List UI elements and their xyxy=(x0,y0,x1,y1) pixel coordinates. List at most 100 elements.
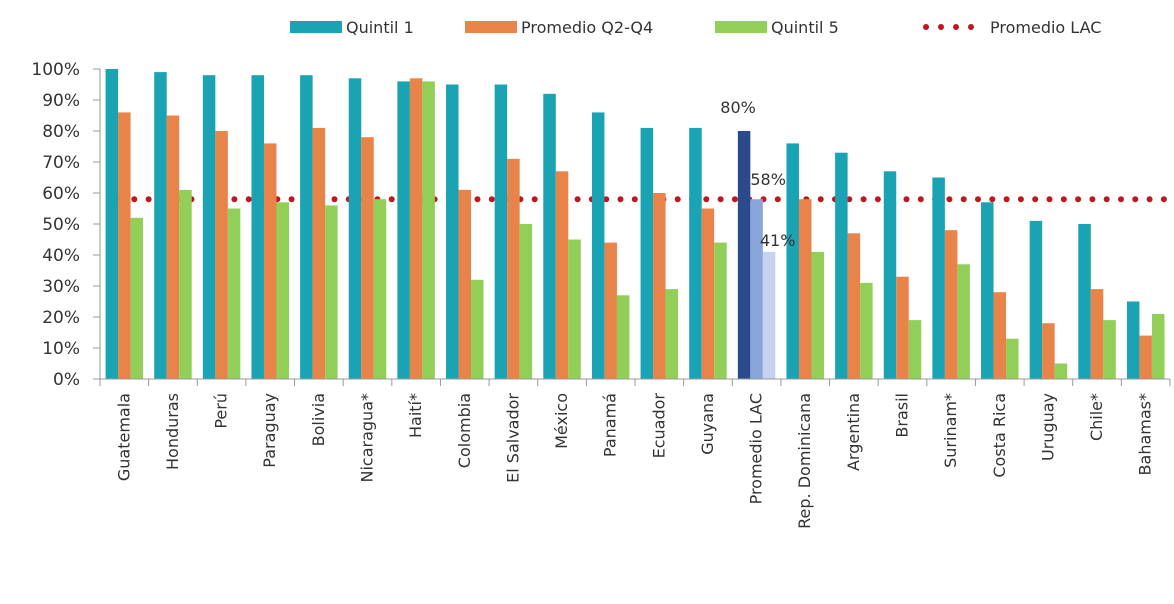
legend-dot xyxy=(968,24,974,30)
bar xyxy=(494,84,508,379)
bar xyxy=(300,75,313,379)
reference-dot xyxy=(874,196,881,203)
data-label: 58% xyxy=(750,170,786,189)
bar xyxy=(944,230,958,379)
reference-dot xyxy=(531,196,538,203)
legend-dot xyxy=(923,24,929,30)
reference-dot xyxy=(603,196,610,203)
bar xyxy=(1103,320,1116,379)
bar xyxy=(604,242,617,379)
bar xyxy=(263,143,277,379)
reference-dot xyxy=(1160,196,1167,203)
reference-dot xyxy=(774,196,781,203)
bar xyxy=(835,152,848,379)
reference-dot xyxy=(474,196,481,203)
reference-dot xyxy=(131,196,138,203)
reference-dot xyxy=(917,196,924,203)
y-tick-label: 80% xyxy=(42,122,80,142)
bar xyxy=(543,93,556,380)
category-label: Brasil xyxy=(893,393,912,438)
legend-label: Promedio LAC xyxy=(990,18,1101,37)
reference-dot xyxy=(288,196,295,203)
reference-dot xyxy=(631,196,638,203)
bar xyxy=(1029,220,1043,379)
reference-dot xyxy=(617,196,624,203)
y-tick-label: 50% xyxy=(42,215,80,235)
bar xyxy=(422,81,435,380)
reference-dot xyxy=(860,196,867,203)
reference-dot xyxy=(488,196,495,203)
bar xyxy=(689,127,702,380)
bar xyxy=(568,239,581,379)
category-label: Costa Rica xyxy=(990,393,1009,478)
legend-swatch xyxy=(465,21,517,33)
category-label: Guyana xyxy=(698,393,717,455)
category-label: Nicaragua* xyxy=(358,393,377,483)
legend-item: Quintil 1 xyxy=(290,18,414,37)
legend: Quintil 1 Promedio Q2-Q4 Quintil 5 Promedio… xyxy=(290,18,1101,37)
bar xyxy=(1126,301,1140,379)
bar xyxy=(798,199,812,379)
y-tick-label: 10% xyxy=(42,339,80,359)
legend-item: Promedio LAC xyxy=(923,18,1101,37)
reference-dot xyxy=(703,196,710,203)
bar xyxy=(640,127,654,380)
bar xyxy=(215,131,228,379)
data-label: 41% xyxy=(760,231,796,250)
category-label: Bahamas* xyxy=(1136,393,1155,475)
bars xyxy=(105,69,1165,380)
bar xyxy=(653,193,666,379)
reference-dot xyxy=(1032,196,1039,203)
y-tick-label: 30% xyxy=(42,277,80,297)
bar xyxy=(555,171,569,379)
y-tick-label: 60% xyxy=(42,184,80,204)
category-label: Uruguay xyxy=(1038,393,1057,461)
category-label: Paraguay xyxy=(260,393,279,468)
bar xyxy=(446,84,459,379)
legend-swatch xyxy=(290,21,342,33)
bar xyxy=(166,115,180,379)
bar xyxy=(1151,313,1165,379)
y-tick-label: 20% xyxy=(42,308,80,328)
legend-swatch xyxy=(715,21,767,33)
bar xyxy=(130,217,144,379)
data-labels: 80% 58% 41% xyxy=(720,98,795,250)
bar xyxy=(325,205,338,379)
reference-dot xyxy=(245,196,252,203)
reference-dot xyxy=(145,196,152,203)
bar xyxy=(154,72,167,379)
reference-dot xyxy=(1118,196,1124,203)
bar xyxy=(348,78,362,380)
bar xyxy=(665,289,679,379)
reference-dot xyxy=(1060,196,1067,203)
bar xyxy=(471,279,484,379)
reference-dot xyxy=(731,196,738,203)
reference-dot xyxy=(388,196,395,203)
bar xyxy=(105,69,119,379)
y-axis: 0% 10% 20% 30% 40% 50% 60% 70% 80% 90% 100% xyxy=(31,60,101,390)
bar xyxy=(701,208,715,379)
legend-label: Quintil 5 xyxy=(771,18,839,37)
bar xyxy=(860,282,873,379)
category-label: Colombia xyxy=(455,393,474,468)
bar xyxy=(981,202,994,379)
bar xyxy=(957,264,970,379)
category-label: El Salvador xyxy=(503,393,522,483)
legend-label: Promedio Q2-Q4 xyxy=(521,18,653,37)
bar xyxy=(932,177,945,379)
category-label: México xyxy=(552,393,571,449)
y-tick-label: 40% xyxy=(42,246,80,266)
bar xyxy=(312,127,326,380)
reference-dot xyxy=(1017,196,1024,203)
reference-dot xyxy=(331,196,338,203)
category-label: Chile* xyxy=(1087,393,1106,441)
legend-item: Promedio Q2-Q4 xyxy=(465,18,653,37)
bar xyxy=(714,242,727,379)
category-label: Surinam* xyxy=(941,393,960,468)
bar xyxy=(118,112,131,380)
bar xyxy=(276,202,289,379)
category-label: Argentina xyxy=(844,393,863,471)
bar xyxy=(1054,363,1068,379)
reference-dot xyxy=(574,196,581,203)
